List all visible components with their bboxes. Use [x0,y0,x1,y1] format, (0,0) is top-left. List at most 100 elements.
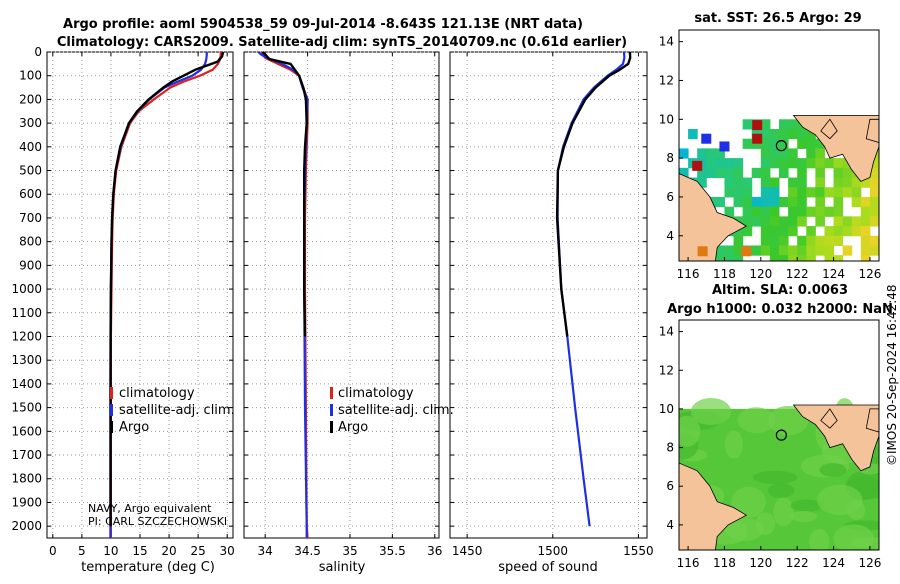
sst-cell [833,235,844,246]
sst-cell [869,158,879,169]
sla-patch [809,528,830,550]
x-tick-label: 0 [49,544,57,558]
sst-cell [806,206,816,217]
x-tick-label: 30 [220,544,235,558]
sst-cell [715,255,725,261]
sst-cell [842,226,853,237]
sst-cell [724,206,735,217]
legend-label-satellite: satellite-adj. clim. [119,403,235,418]
sla-patch [790,510,817,522]
sla-map-subtitle: Argo h1000: 0.032 h2000: NaN [667,302,893,317]
sst-cell [679,148,689,159]
map-x-tick-label: 116 [677,556,700,570]
sst-cell [742,226,753,237]
sst-cell [769,129,780,140]
sst-cell [815,245,825,256]
sst-cell [733,245,744,256]
sst-cell [733,187,744,198]
sst-cell [824,187,835,198]
map-x-tick-label: 122 [786,556,809,570]
title-line2: Climatology: CARS2009. Satellite-adj cli… [57,35,627,50]
platform-note: NAVY, Argo equivalent [88,502,212,515]
pi-note: PI: CARL SZCZECHOWSKI [88,515,227,528]
sst-cell [869,177,879,188]
salinity-panel [243,51,440,539]
sst-cell [860,226,871,237]
sst-cell [769,245,780,256]
sst-cell [806,187,816,198]
y-tick-label: 1400 [11,377,42,391]
map-y-tick-label: 10 [659,112,674,126]
station-marker [697,246,708,257]
sst-cell [833,177,844,188]
sst-cell [824,245,835,256]
sst-cell [833,158,844,169]
sst-cell [869,216,879,227]
series-line-argo [109,51,225,527]
sst-cell [833,187,844,198]
x-tick-label: 36 [427,544,442,558]
sst-cell [833,206,844,217]
sst-cell [788,158,798,169]
station-marker [741,246,752,257]
sst-cell [806,255,816,261]
legend-swatch-satellite [330,404,333,416]
sst-cell [842,245,853,256]
land-mass [679,462,748,550]
map-x-tick-label: 120 [749,267,772,281]
sst-cell [833,226,844,237]
sst-cell [779,167,789,179]
y-tick-label: 0 [34,45,42,59]
legend-swatch-climatology [330,387,333,399]
legend-swatch-satellite [110,404,113,416]
map-frame [678,319,880,551]
copyright-stamp: ©IMOS 20-Sep-2024 16:42:48 [885,284,899,466]
sla-map: 116 118 120 122 124 126 4 6 8 10 12 14 [659,319,881,570]
sst-cell [806,148,816,159]
sst-cell [760,206,771,217]
land-mass [792,115,879,182]
sst-cell [769,206,780,217]
sst-cell [779,255,789,261]
y-tick-label: 300 [19,116,42,130]
sst-cell [797,196,807,208]
y-tick-label: 800 [19,235,42,249]
x-tick-label: 35.5 [379,544,406,558]
sst-cell [842,216,853,227]
map-x-tick-label: 124 [822,556,845,570]
sst-cell [788,177,798,188]
legend-swatch-argo [330,421,333,433]
map-x-tick-label: 122 [786,267,809,281]
sst-map: 116 118 120 122 124 126 4 6 8 10 12 14 [659,29,881,281]
x-tick-label: 1500 [538,544,569,558]
x-tick-label: 34.5 [294,544,321,558]
sst-cell [733,177,744,188]
sst-cell [806,138,816,149]
sla-patch [737,407,776,434]
temperature-xlabel: temperature (deg C) [81,560,215,575]
legend-label-climatology: climatology [119,386,195,401]
sst-cell [788,245,798,256]
sst-cell [769,138,780,149]
sst-cell [742,177,753,188]
sst-cell [715,245,725,256]
sst-cell [715,148,725,159]
map-x-tick-label: 126 [858,556,881,570]
sound-plot: 1450 1500 1550 [450,51,654,558]
sla-patch [679,415,701,447]
map-x-tick-label: 118 [713,556,736,570]
x-tick-label: 1450 [452,544,483,558]
sst-cell [851,177,862,188]
sst-cell [815,187,825,198]
series-line-argo [555,51,632,337]
sst-cell [851,216,862,227]
sla-patch [790,499,824,512]
sla-patch [819,463,847,477]
sst-cell [769,148,780,159]
sst-cell [860,196,871,208]
sst-cell [797,177,807,188]
sst-cell [851,196,862,208]
sst-cell [779,245,789,256]
map-y-tick-label: 12 [659,73,674,87]
